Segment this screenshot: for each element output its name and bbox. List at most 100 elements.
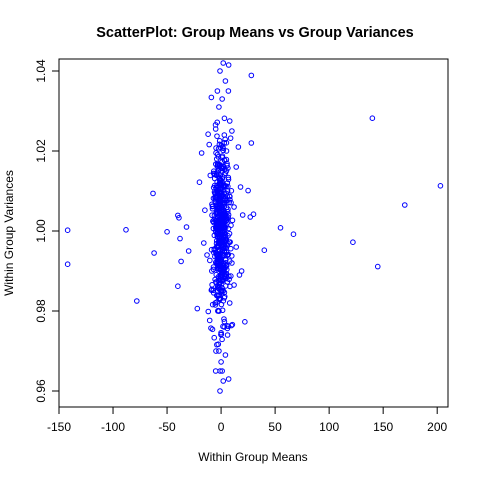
x-axis-label: Within Group Means bbox=[198, 450, 307, 464]
data-point bbox=[64, 261, 71, 268]
data-point bbox=[231, 204, 237, 210]
data-point bbox=[223, 140, 230, 146]
data-point bbox=[226, 118, 233, 124]
data-point bbox=[211, 246, 218, 253]
data-point bbox=[213, 150, 219, 156]
data-point bbox=[218, 301, 225, 308]
data-point bbox=[221, 132, 228, 138]
data-point bbox=[350, 239, 356, 245]
data-point bbox=[150, 190, 156, 197]
x-axis: -150 -100 -50 0 50 100 150 200 bbox=[47, 407, 448, 434]
data-point bbox=[210, 266, 217, 273]
data-point bbox=[247, 214, 254, 220]
data-point bbox=[229, 217, 236, 224]
data-point bbox=[228, 222, 234, 229]
data-point bbox=[221, 203, 227, 210]
data-point bbox=[374, 263, 381, 270]
x-tick-label: 150 bbox=[373, 420, 393, 434]
data-point bbox=[215, 227, 222, 234]
data-point bbox=[217, 199, 224, 205]
data-point bbox=[228, 199, 234, 206]
data-point bbox=[202, 207, 208, 213]
plot-frame bbox=[58, 58, 449, 408]
data-point bbox=[208, 287, 215, 294]
data-point bbox=[222, 352, 229, 358]
y-tick-label: 0.96 bbox=[34, 379, 48, 403]
data-point bbox=[214, 179, 220, 185]
data-point bbox=[208, 246, 215, 253]
data-point bbox=[209, 326, 216, 333]
data-point bbox=[214, 341, 220, 348]
data-point bbox=[213, 156, 220, 162]
y-axis-label: Within Group Variances bbox=[2, 170, 16, 296]
data-point bbox=[239, 212, 246, 218]
data-point bbox=[215, 252, 221, 259]
data-point bbox=[216, 348, 222, 354]
data-point bbox=[221, 316, 227, 322]
data-point bbox=[214, 213, 221, 220]
data-point bbox=[221, 140, 228, 146]
y-axis: 0.96 0.98 1.00 1.02 1.04 bbox=[34, 59, 59, 403]
data-point bbox=[215, 168, 221, 174]
data-point bbox=[215, 258, 221, 265]
data-points bbox=[64, 60, 444, 394]
data-point bbox=[237, 184, 244, 190]
data-point bbox=[213, 348, 219, 354]
data-point bbox=[208, 94, 215, 101]
data-point bbox=[401, 202, 408, 208]
x-tick-label: -150 bbox=[47, 420, 71, 434]
data-point bbox=[225, 251, 232, 258]
data-point bbox=[212, 368, 219, 374]
data-point bbox=[242, 319, 248, 325]
data-point bbox=[151, 250, 157, 256]
data-point bbox=[220, 147, 226, 154]
data-point bbox=[219, 180, 226, 187]
data-point bbox=[212, 276, 218, 283]
data-point bbox=[223, 168, 230, 174]
data-point bbox=[227, 196, 233, 203]
data-point bbox=[212, 228, 219, 234]
data-point bbox=[219, 240, 226, 246]
y-tick-label: 1.02 bbox=[34, 139, 48, 163]
data-point bbox=[214, 299, 220, 305]
data-point bbox=[175, 283, 181, 290]
data-point bbox=[437, 183, 444, 189]
data-point bbox=[218, 331, 224, 338]
data-point bbox=[222, 264, 229, 271]
data-point bbox=[224, 188, 231, 194]
x-tick-label: 0 bbox=[218, 420, 225, 434]
data-point bbox=[217, 68, 223, 74]
data-point bbox=[207, 172, 214, 179]
data-point bbox=[225, 62, 232, 68]
data-point bbox=[225, 176, 232, 183]
data-point bbox=[178, 258, 184, 265]
data-point bbox=[221, 115, 228, 122]
data-point bbox=[227, 239, 233, 245]
data-point bbox=[219, 236, 226, 243]
data-point bbox=[218, 288, 224, 294]
data-point bbox=[229, 128, 235, 134]
data-point bbox=[238, 268, 245, 274]
data-point bbox=[209, 201, 215, 208]
data-point bbox=[214, 133, 220, 139]
data-point bbox=[229, 260, 235, 266]
data-point bbox=[224, 332, 231, 338]
data-point bbox=[222, 78, 229, 84]
data-point bbox=[228, 188, 235, 194]
data-point bbox=[225, 88, 232, 94]
x-tick-label: 200 bbox=[427, 420, 447, 434]
data-point bbox=[210, 264, 217, 270]
data-point bbox=[220, 60, 227, 66]
data-point bbox=[214, 88, 221, 94]
data-point bbox=[227, 193, 233, 200]
data-point bbox=[211, 334, 218, 341]
data-point bbox=[216, 104, 222, 110]
data-point bbox=[220, 378, 227, 384]
data-point bbox=[212, 302, 219, 308]
data-point bbox=[231, 282, 237, 288]
data-point bbox=[248, 140, 255, 146]
data-point bbox=[204, 252, 210, 258]
data-point bbox=[223, 148, 230, 154]
data-point bbox=[123, 227, 129, 233]
